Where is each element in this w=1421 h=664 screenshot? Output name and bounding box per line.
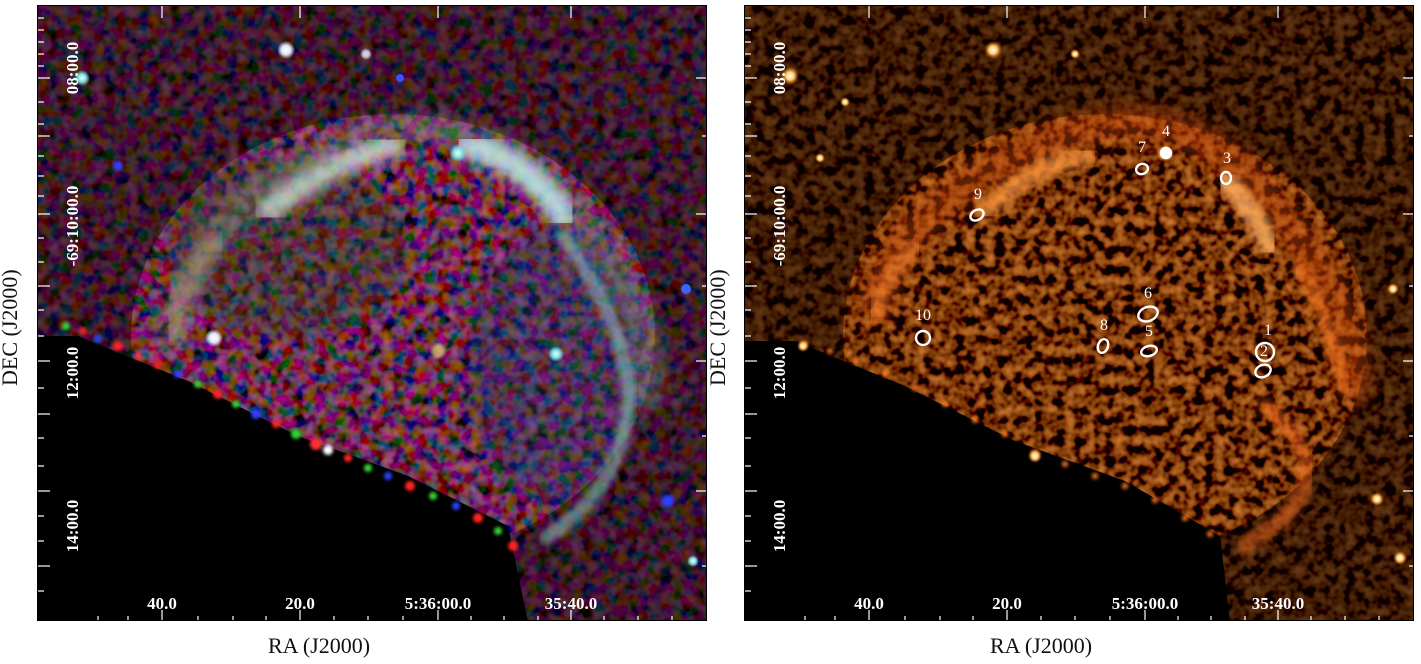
ra-tick-label: 40.0 [147,594,177,613]
source-label-10: 10 [915,307,931,324]
ra-tick-label: 5:36:00.0 [405,594,472,613]
source-label-5: 5 [1145,323,1153,340]
ra-tick-label: 35:40.0 [1252,594,1304,613]
smoothed-xray-image-panel: 1 2 3 4 5 6 7 8 9 10 [744,5,1414,621]
dec-tick-label: 14:00.0 [63,500,82,552]
source-marker-1 [1254,341,1276,363]
source-marker-6 [1137,305,1159,323]
ra-tick-label: 20.0 [285,594,315,613]
source-marker-10 [914,329,932,347]
source-marker-7 [1134,162,1150,176]
x-axis-title-right: RA (J2000) [990,633,1093,658]
y-axis-title-left: DEC (J2000) [0,269,22,386]
source-label-1: 1 [1264,322,1272,339]
source-label-7: 7 [1138,139,1146,156]
dec-tick-label: 14:00.0 [770,500,789,552]
dec-tick-label: 12:00.0 [770,347,789,399]
ra-tick-label: 40.0 [854,594,884,613]
source-label-9: 9 [974,186,982,203]
source-marker-2 [1254,363,1272,379]
smoothed-xray-image: 1 2 3 4 5 6 7 8 9 10 [745,6,1413,620]
source-marker-4 [1159,146,1173,160]
ra-tick-label: 35:40.0 [545,594,597,613]
dec-tick-label: 08:00.0 [770,42,789,94]
source-marker-9 [969,208,985,222]
source-marker-3 [1219,170,1233,186]
y-axis-title-right: DEC (J2000) [705,269,730,386]
source-marker-8 [1096,338,1110,354]
ra-tick-label: 20.0 [992,594,1022,613]
x-axis-title-left: RA (J2000) [268,633,371,658]
source-label-8: 8 [1100,317,1108,334]
dec-tick-label: -69:10:00.0 [770,186,789,267]
rgb-xray-image: 40.0 20.0 5:36:00.0 35:40.0 08:00.0 -69:… [38,6,706,620]
source-label-6: 6 [1144,285,1152,302]
source-label-2: 2 [1260,343,1268,360]
dec-tick-label: -69:10:00.0 [63,186,82,267]
ra-tick-label: 5:36:00.0 [1112,594,1179,613]
source-marker-5 [1139,344,1159,358]
rgb-xray-image-panel: 40.0 20.0 5:36:00.0 35:40.0 08:00.0 -69:… [37,5,707,621]
dec-tick-label: 08:00.0 [63,42,82,94]
source-label-4: 4 [1162,123,1170,140]
dec-tick-label: 12:00.0 [63,347,82,399]
source-label-3: 3 [1223,150,1231,167]
